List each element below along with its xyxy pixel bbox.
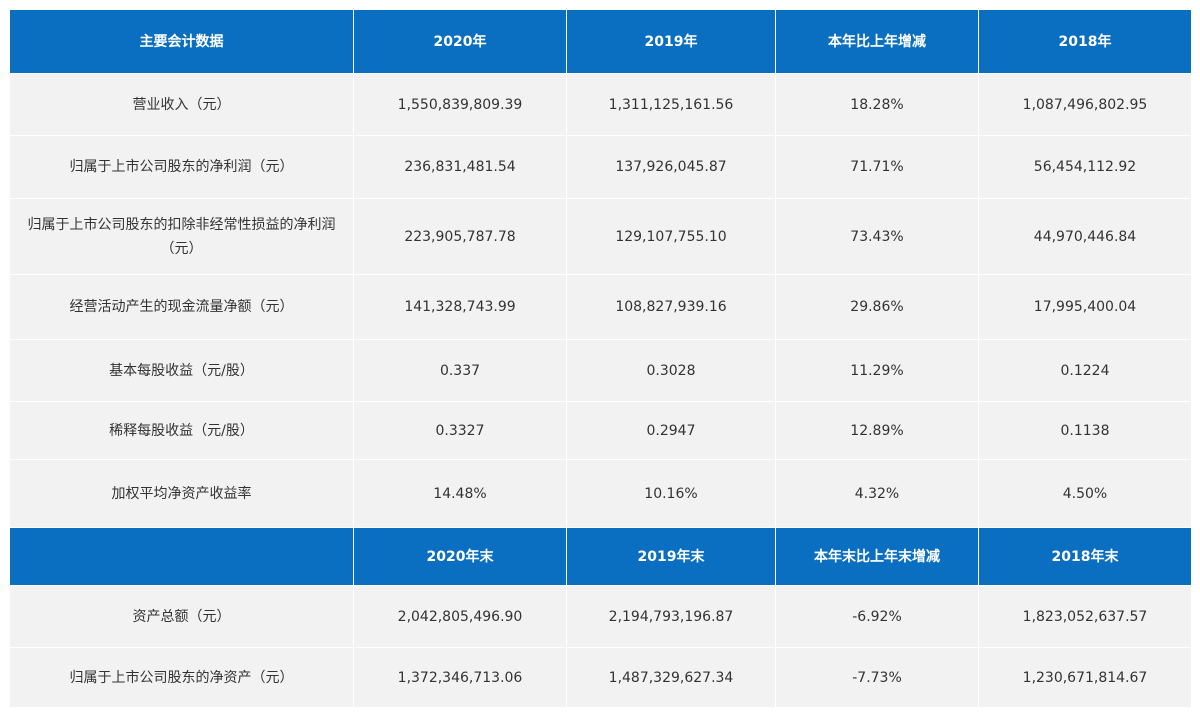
table-row: 基本每股收益（元/股） 0.337 0.3028 11.29% 0.1224	[9, 339, 1192, 402]
value-cell: 1,230,671,814.67	[978, 647, 1192, 708]
value-cell: 0.2947	[566, 401, 776, 460]
value-cell: 12.89%	[775, 401, 979, 460]
label-cell: 稀释每股收益（元/股）	[9, 401, 354, 460]
table-row: 加权平均净资产收益率 14.48% 10.16% 4.32% 4.50%	[9, 459, 1192, 528]
value-cell: 1,823,052,637.57	[978, 585, 1192, 648]
value-cell: 1,311,125,161.56	[566, 73, 776, 136]
value-cell: 236,831,481.54	[353, 135, 567, 199]
value-cell: 56,454,112.92	[978, 135, 1192, 199]
table-row: 2020年末 2019年末 本年末比上年末增减 2018年末	[9, 527, 1192, 586]
value-cell: 223,905,787.78	[353, 198, 567, 275]
header-cell: 本年比上年增减	[775, 9, 979, 74]
header-cell	[9, 527, 354, 586]
value-cell: 1,372,346,713.06	[353, 647, 567, 708]
header-cell: 2020年末	[353, 527, 567, 586]
value-cell: 44,970,446.84	[978, 198, 1192, 275]
table-row: 经营活动产生的现金流量净额（元） 141,328,743.99 108,827,93…	[9, 274, 1192, 340]
label-cell: 加权平均净资产收益率	[9, 459, 354, 528]
value-cell: 0.1224	[978, 339, 1192, 402]
table-row: 归属于上市公司股东的净资产（元） 1,372,346,713.06 1,487,32…	[9, 647, 1192, 708]
table-row: 主要会计数据 2020年 2019年 本年比上年增减 2018年	[9, 9, 1192, 74]
value-cell: 1,487,329,627.34	[566, 647, 776, 708]
value-cell: 1,550,839,809.39	[353, 73, 567, 136]
header-cell: 本年末比上年末增减	[775, 527, 979, 586]
value-cell: -7.73%	[775, 647, 979, 708]
value-cell: 0.3028	[566, 339, 776, 402]
header-cell: 2019年	[566, 9, 776, 74]
label-cell: 归属于上市公司股东的净资产（元）	[9, 647, 354, 708]
value-cell: 0.3327	[353, 401, 567, 460]
value-cell: 1,087,496,802.95	[978, 73, 1192, 136]
label-cell: 基本每股收益（元/股）	[9, 339, 354, 402]
value-cell: 71.71%	[775, 135, 979, 199]
value-cell: 2,042,805,496.90	[353, 585, 567, 648]
table-row: 营业收入（元） 1,550,839,809.39 1,311,125,161.56 1…	[9, 73, 1192, 136]
table-body: 主要会计数据 2020年 2019年 本年比上年增减 2018年 营业收入（元） 1,550…	[9, 9, 1192, 708]
header-cell: 2018年末	[978, 527, 1192, 586]
label-cell: 营业收入（元）	[9, 73, 354, 136]
value-cell: 14.48%	[353, 459, 567, 528]
value-cell: 17,995,400.04	[978, 274, 1192, 340]
value-cell: 4.50%	[978, 459, 1192, 528]
header-cell: 2020年	[353, 9, 567, 74]
value-cell: 141,328,743.99	[353, 274, 567, 340]
header-cell: 2018年	[978, 9, 1192, 74]
value-cell: 10.16%	[566, 459, 776, 528]
table-row: 稀释每股收益（元/股） 0.3327 0.2947 12.89% 0.1138	[9, 401, 1192, 460]
value-cell: 108,827,939.16	[566, 274, 776, 340]
label-cell: 归属于上市公司股东的扣除非经常性损益的净利润（元）	[9, 198, 354, 275]
value-cell: 18.28%	[775, 73, 979, 136]
value-cell: 4.32%	[775, 459, 979, 528]
value-cell: -6.92%	[775, 585, 979, 648]
value-cell: 129,107,755.10	[566, 198, 776, 275]
label-cell: 经营活动产生的现金流量净额（元）	[9, 274, 354, 340]
table-row: 归属于上市公司股东的净利润（元） 236,831,481.54 137,926,04…	[9, 135, 1192, 199]
value-cell: 2,194,793,196.87	[566, 585, 776, 648]
value-cell: 29.86%	[775, 274, 979, 340]
value-cell: 73.43%	[775, 198, 979, 275]
table-row: 归属于上市公司股东的扣除非经常性损益的净利润（元） 223,905,787.78 1…	[9, 198, 1192, 275]
value-cell: 137,926,045.87	[566, 135, 776, 199]
value-cell: 11.29%	[775, 339, 979, 402]
table-row: 资产总额（元） 2,042,805,496.90 2,194,793,196.87-…	[9, 585, 1192, 648]
header-cell: 2019年末	[566, 527, 776, 586]
label-cell: 资产总额（元）	[9, 585, 354, 648]
label-cell: 归属于上市公司股东的净利润（元）	[9, 135, 354, 199]
value-cell: 0.1138	[978, 401, 1192, 460]
financial-table: 主要会计数据 2020年 2019年 本年比上年增减 2018年 营业收入（元） 1,550…	[9, 9, 1192, 708]
value-cell: 0.337	[353, 339, 567, 402]
header-cell: 主要会计数据	[9, 9, 354, 74]
